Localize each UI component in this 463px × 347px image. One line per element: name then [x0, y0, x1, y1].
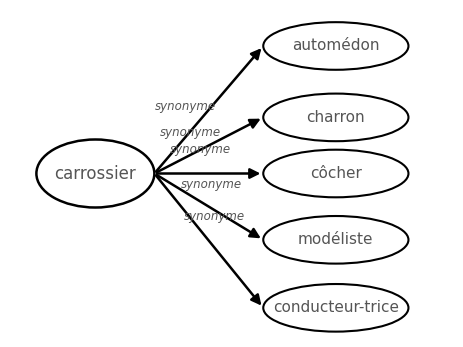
Text: modéliste: modéliste [298, 232, 374, 247]
Ellipse shape [263, 284, 408, 332]
Text: synonyme: synonyme [169, 144, 231, 156]
Ellipse shape [263, 94, 408, 141]
Text: synonyme: synonyme [155, 100, 216, 113]
Ellipse shape [37, 139, 154, 208]
Text: synonyme: synonyme [184, 210, 245, 223]
Text: côcher: côcher [310, 166, 362, 181]
Text: synonyme: synonyme [181, 178, 242, 191]
Ellipse shape [263, 22, 408, 70]
Ellipse shape [263, 150, 408, 197]
Text: synonyme: synonyme [160, 126, 221, 139]
Text: carrossier: carrossier [55, 164, 136, 183]
Text: conducteur-trice: conducteur-trice [273, 300, 399, 315]
Ellipse shape [263, 216, 408, 264]
Text: automédon: automédon [292, 39, 380, 53]
Text: charron: charron [307, 110, 365, 125]
